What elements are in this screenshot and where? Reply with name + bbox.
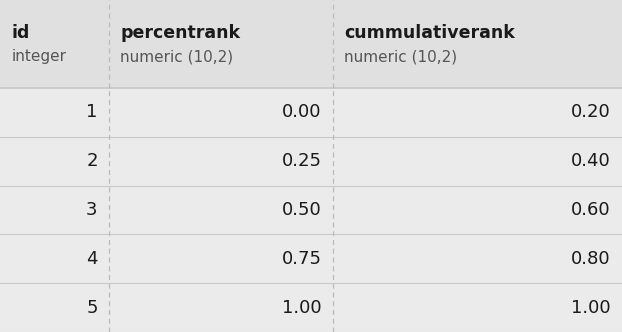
Text: 0.50: 0.50 <box>282 201 322 219</box>
Text: 1.00: 1.00 <box>282 298 322 317</box>
Text: 0.25: 0.25 <box>282 152 322 170</box>
Bar <box>0 283 622 332</box>
Text: cummulativerank: cummulativerank <box>344 24 515 42</box>
Text: 1.00: 1.00 <box>571 298 611 317</box>
Bar <box>0 186 622 234</box>
Text: 0.75: 0.75 <box>282 250 322 268</box>
Bar <box>0 88 622 137</box>
Text: 0.60: 0.60 <box>571 201 611 219</box>
Text: 5: 5 <box>86 298 98 317</box>
Text: 3: 3 <box>86 201 98 219</box>
Text: 0.00: 0.00 <box>282 103 322 122</box>
Text: 0.80: 0.80 <box>571 250 611 268</box>
Text: percentrank: percentrank <box>120 24 240 42</box>
Text: 2: 2 <box>86 152 98 170</box>
Text: 0.40: 0.40 <box>571 152 611 170</box>
Text: 4: 4 <box>86 250 98 268</box>
Bar <box>0 234 622 283</box>
Bar <box>0 0 622 88</box>
Text: numeric (10,2): numeric (10,2) <box>120 49 233 64</box>
Text: integer: integer <box>11 49 66 64</box>
Text: numeric (10,2): numeric (10,2) <box>344 49 457 64</box>
Bar <box>0 137 622 186</box>
Text: id: id <box>11 24 30 42</box>
Text: 1: 1 <box>86 103 98 122</box>
Text: 0.20: 0.20 <box>571 103 611 122</box>
